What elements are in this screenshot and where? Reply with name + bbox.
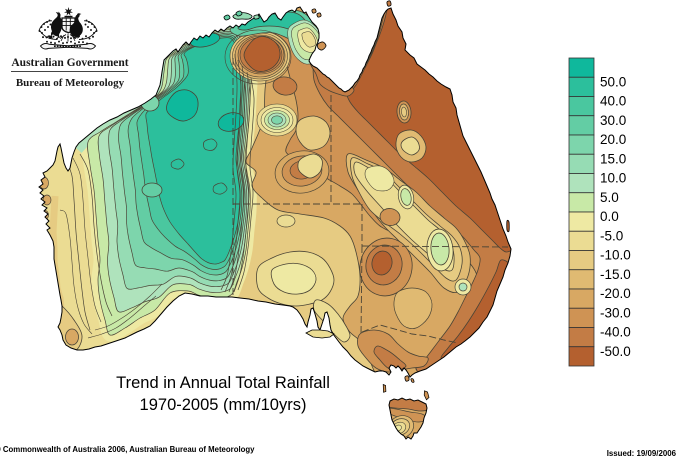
svg-text:-50.0: -50.0	[600, 344, 631, 359]
svg-text:5.0: 5.0	[600, 190, 619, 205]
svg-text:50.0: 50.0	[600, 75, 626, 90]
svg-text:10.0: 10.0	[600, 171, 626, 186]
svg-text:-5.0: -5.0	[600, 228, 623, 243]
svg-text:40.0: 40.0	[600, 94, 626, 109]
svg-text:-10.0: -10.0	[600, 248, 631, 263]
svg-text:20.0: 20.0	[600, 132, 626, 147]
svg-text:30.0: 30.0	[600, 113, 626, 128]
svg-text:-15.0: -15.0	[600, 267, 631, 282]
svg-text:-20.0: -20.0	[600, 286, 631, 301]
svg-text:15.0: 15.0	[600, 151, 626, 166]
svg-text:-40.0: -40.0	[600, 325, 631, 340]
svg-text:-30.0: -30.0	[600, 305, 631, 320]
svg-text:0.0: 0.0	[600, 209, 619, 224]
